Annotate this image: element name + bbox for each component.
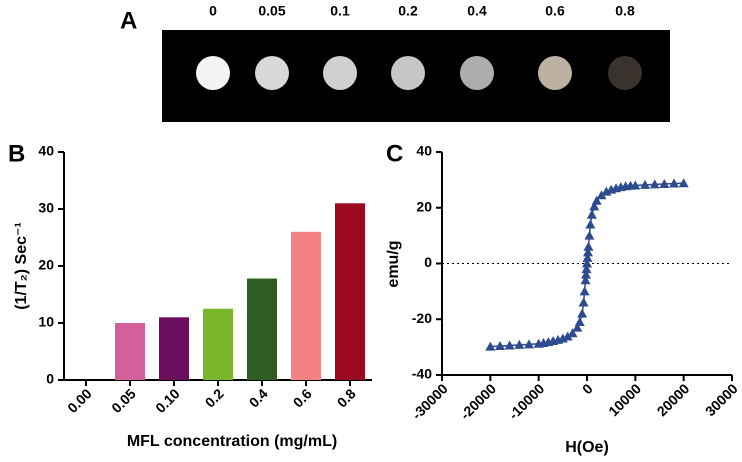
point — [572, 322, 583, 332]
bar — [247, 278, 277, 380]
x-axis-label: H(Oe) — [565, 439, 609, 456]
y-tick-label: 40 — [416, 143, 432, 159]
panel-label: A — [120, 7, 137, 34]
point — [586, 209, 597, 219]
x-tick-label: -10000 — [505, 380, 547, 422]
point — [678, 178, 689, 188]
concentration-label: 0.1 — [330, 3, 350, 19]
phantom-spot — [391, 56, 425, 90]
concentration-label: 0 — [209, 3, 217, 19]
x-tick-label: 0.8 — [334, 385, 359, 410]
y-tick-label: 0 — [46, 371, 54, 387]
point — [649, 179, 660, 189]
phantom-spot — [538, 56, 572, 90]
point — [591, 195, 602, 205]
y-axis-label: (1/T₂) Sec⁻¹ — [13, 222, 30, 310]
concentration-label: 0.05 — [258, 3, 285, 19]
point — [582, 252, 593, 262]
point — [584, 230, 595, 240]
point — [589, 201, 600, 211]
y-tick-label: 0 — [424, 254, 432, 270]
x-tick-label: 0.00 — [64, 385, 95, 416]
point — [514, 339, 525, 349]
bar — [291, 231, 321, 380]
point — [574, 317, 585, 327]
point — [640, 179, 650, 189]
y-axis-label: emu/g — [385, 240, 402, 287]
point — [585, 219, 596, 229]
concentration-label: 0.6 — [545, 3, 565, 19]
point — [596, 190, 607, 200]
x-tick-label: -30000 — [409, 380, 451, 422]
x-tick-label: 0.4 — [246, 385, 271, 410]
point — [659, 179, 670, 189]
phantom-spot — [608, 56, 642, 90]
point — [504, 340, 515, 350]
point — [485, 341, 496, 351]
x-axis-label: MFL concentration (mg/mL) — [127, 433, 337, 450]
phantom-spot — [196, 56, 230, 90]
point — [582, 258, 592, 268]
y-tick-label: 40 — [38, 143, 54, 159]
y-tick-label: 20 — [416, 198, 432, 214]
point — [562, 331, 573, 341]
bar — [203, 308, 233, 380]
phantom-spot — [255, 56, 289, 90]
concentration-label: 0.8 — [615, 3, 635, 19]
point — [567, 328, 578, 338]
point — [669, 178, 679, 188]
point — [578, 297, 589, 307]
x-tick-label: 30000 — [702, 380, 741, 419]
point — [577, 308, 588, 318]
y-tick-label: 10 — [38, 314, 54, 330]
bar — [115, 323, 145, 380]
x-tick-label: 0 — [579, 380, 596, 397]
x-tick-label: 20000 — [654, 380, 693, 419]
bar — [159, 317, 189, 380]
y-tick-label: 30 — [38, 200, 54, 216]
point — [581, 269, 592, 279]
x-tick-label: 0.2 — [202, 385, 227, 410]
y-tick-label: 20 — [38, 257, 54, 273]
point — [583, 241, 594, 251]
point — [524, 339, 534, 349]
point — [495, 341, 505, 351]
point — [581, 264, 592, 274]
bar — [335, 203, 365, 380]
phantom-spot — [460, 56, 494, 90]
x-tick-label: 0.05 — [108, 385, 139, 416]
concentration-label: 0.4 — [467, 3, 487, 19]
concentration-label: 0.2 — [398, 3, 418, 19]
point — [582, 247, 593, 257]
y-tick-label: -40 — [412, 366, 432, 382]
phantom-spot — [323, 56, 357, 90]
point — [580, 275, 591, 285]
panel-label: C — [386, 140, 403, 167]
x-tick-label: -20000 — [457, 380, 499, 422]
point — [630, 180, 641, 190]
x-tick-label: 0.6 — [290, 385, 315, 410]
panel-label: B — [8, 140, 25, 167]
x-tick-label: 0.10 — [152, 385, 183, 416]
y-tick-label: -20 — [412, 310, 432, 326]
point — [579, 286, 590, 296]
x-tick-label: 10000 — [605, 380, 644, 419]
